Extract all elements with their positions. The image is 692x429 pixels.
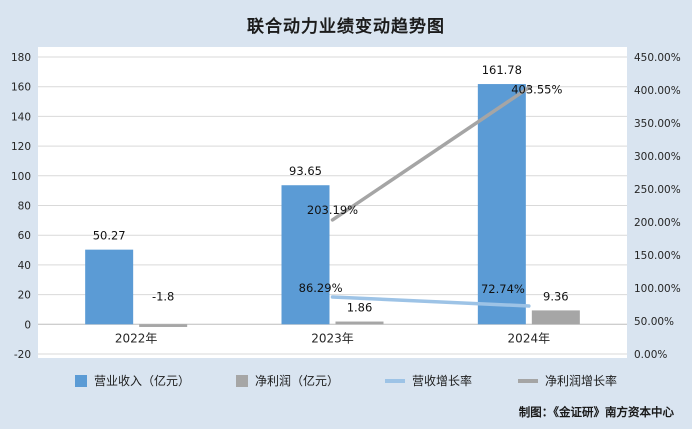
y-axis-tick-left: 140	[11, 111, 31, 123]
credit-text: 制图：《金证研》南方资本中心	[518, 405, 674, 419]
legend-label-revenue-bar: 营业收入（亿元）	[93, 374, 190, 388]
bar-value-label: 9.36	[543, 289, 569, 303]
bar-series1-cat1	[335, 321, 384, 325]
y-axis-tick-left: 160	[11, 82, 31, 94]
legend-item-netprofit-bar: 净利润（亿元）	[235, 372, 339, 389]
y-axis-tick-left: 180	[11, 52, 31, 64]
legend-label-revenue-growth-line: 营收增长率	[412, 374, 473, 388]
chart-legend: 营业收入（亿元） 净利润（亿元） 营收增长率 净利润增长率	[0, 372, 692, 389]
y-axis-tick-left: 20	[18, 290, 31, 302]
y-axis-tick-left: 40	[18, 260, 31, 272]
y-axis-tick-left: 80	[18, 201, 31, 213]
legend-item-revenue-growth-line: 营收增长率	[385, 372, 472, 389]
bar-value-label: 161.78	[482, 63, 522, 77]
y-axis-tick-right: 50.00%	[634, 316, 674, 328]
legend-item-netprofit-growth-line: 净利润增长率	[518, 372, 617, 389]
legend-swatch-netprofit-bar	[235, 374, 248, 387]
y-axis-tick-right: 200.00%	[634, 217, 681, 229]
bar-value-label: 50.27	[93, 229, 126, 243]
x-axis-label: 2024年	[508, 331, 551, 345]
y-axis-tick-right: 250.00%	[634, 184, 681, 196]
legend-label-netprofit-growth-line: 净利润增长率	[545, 374, 618, 388]
bar-series1-cat2	[531, 310, 580, 325]
bar-value-label: 93.65	[289, 164, 322, 178]
bar-series1-cat0	[139, 324, 188, 327]
y-axis-tick-right: 0.00%	[634, 349, 667, 361]
y-axis-tick-right: 350.00%	[634, 118, 681, 130]
line-value-label: 86.29%	[299, 281, 343, 295]
legend-swatch-revenue-growth-line	[385, 378, 405, 383]
x-axis-label: 2023年	[311, 331, 354, 345]
y-axis-tick-right: 300.00%	[634, 151, 681, 163]
legend-item-revenue-bar: 营业收入（亿元）	[74, 372, 190, 389]
line-value-label: 72.74%	[481, 282, 525, 296]
bar-series0-cat0	[85, 249, 134, 325]
bar-series0-cat2	[477, 84, 526, 325]
legend-swatch-revenue-bar	[74, 374, 87, 387]
legend-swatch-netprofit-growth-line	[518, 378, 539, 383]
chart-title: 联合动力业绩变动趋势图	[247, 17, 445, 37]
y-axis-tick-right: 150.00%	[634, 250, 681, 262]
bar-series0-cat1	[281, 185, 330, 325]
bar-value-label: -1.8	[152, 289, 174, 303]
line-series1	[330, 85, 531, 222]
y-axis-tick-left: -20	[14, 349, 31, 361]
y-axis-tick-right: 400.00%	[634, 85, 681, 97]
line-value-label: 203.19%	[307, 203, 358, 217]
bar-value-label: 1.86	[347, 301, 373, 315]
y-axis-tick-left: 60	[18, 230, 31, 242]
y-axis-tick-left: 0	[24, 319, 31, 331]
line-series0	[330, 295, 531, 308]
y-axis-tick-right: 450.00%	[634, 52, 681, 64]
y-axis-tick-left: 100	[11, 171, 31, 183]
legend-label-netprofit-bar: 净利润（亿元）	[254, 374, 339, 388]
line-value-label: 403.55%	[511, 83, 562, 97]
y-axis-tick-left: 120	[11, 141, 31, 153]
x-axis-label: 2022年	[115, 331, 158, 345]
y-axis-tick-right: 100.00%	[634, 283, 681, 295]
